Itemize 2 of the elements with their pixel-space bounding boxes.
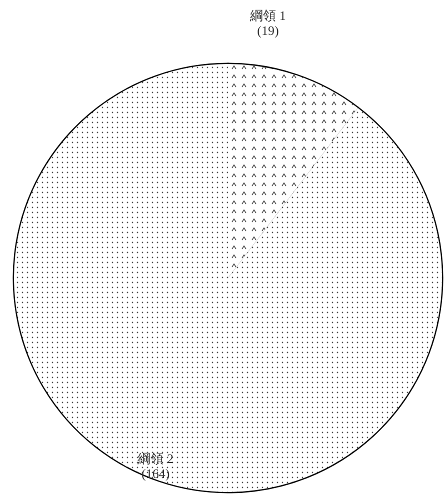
data-label: (19): [257, 23, 279, 38]
slice-label: 綱領 1: [249, 8, 286, 23]
